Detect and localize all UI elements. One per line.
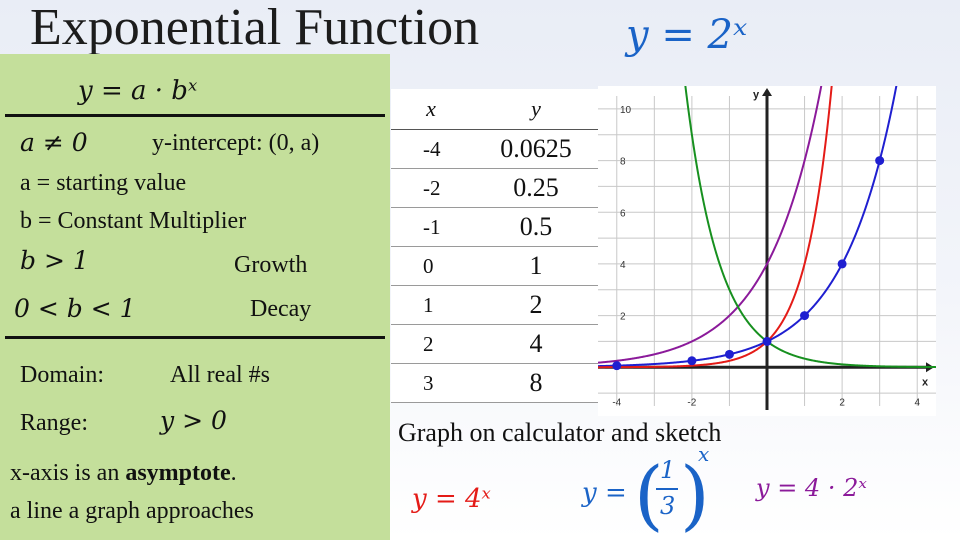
- calculator-note: Graph on calculator and sketch: [398, 418, 722, 447]
- x-axis-label: x: [922, 376, 929, 388]
- equation-four-times-two-x: y = 4 · 2ˣ: [756, 474, 867, 502]
- asymptote-post: .: [230, 460, 237, 486]
- data-point: [800, 311, 810, 321]
- table-cell-y: 8: [471, 363, 602, 403]
- data-point: [762, 336, 772, 346]
- asymptote-bold: asymptote: [125, 460, 231, 486]
- table-row: -2 0.25: [391, 168, 602, 208]
- fraction-numerator: 1: [660, 456, 676, 484]
- domain-label: Domain:: [20, 362, 104, 388]
- growth-label: Growth: [234, 252, 308, 278]
- table-cell-y: 0.5: [471, 207, 602, 247]
- table-cell-y: 1: [471, 246, 602, 286]
- y-tick-label: 2: [620, 312, 626, 323]
- decay-label: Decay: [250, 296, 312, 322]
- definition-box: y = a · bˣ a ≠ 0 y-intercept: (0, a) a =…: [0, 54, 390, 540]
- a-definition: a = starting value: [20, 170, 187, 196]
- y-tick-label: 10: [620, 105, 632, 116]
- fraction-denominator: 3: [660, 492, 676, 520]
- table-cell-x: 1: [391, 285, 471, 325]
- series-line: [598, 86, 823, 364]
- main-equation: y = 2ˣ: [626, 12, 748, 58]
- y-tick-label: 6: [620, 208, 626, 219]
- third-prefix: y =: [582, 478, 627, 508]
- asymptote-definition: a line a graph approaches: [10, 498, 254, 524]
- table-header-y: y: [471, 89, 602, 130]
- data-point: [612, 361, 622, 371]
- table-cell-x: 2: [391, 324, 471, 364]
- y-tick-label: 8: [620, 157, 626, 168]
- table-cell-y: 2: [471, 285, 602, 325]
- decay-condition: 0 < b < 1: [14, 294, 136, 323]
- a-condition: a ≠ 0: [20, 128, 88, 157]
- data-point: [687, 356, 697, 366]
- table-cell-x: -4: [391, 129, 471, 169]
- exponent: x: [698, 442, 710, 466]
- x-tick-label: -2: [687, 397, 696, 408]
- table-cell-x: 0: [391, 246, 471, 286]
- x-tick-label: 4: [914, 397, 920, 408]
- data-point: [724, 349, 734, 359]
- series-line: [598, 86, 833, 369]
- table-header-x: x: [391, 89, 471, 130]
- table-cell-x: -1: [391, 207, 471, 247]
- exponential-graph: -4 -2 2 4 2 4 6 8 10 x y: [598, 86, 936, 416]
- general-form: y = a · bˣ: [78, 76, 198, 106]
- table-cell-y: 0.25: [471, 168, 602, 208]
- x-tick-label: 2: [839, 397, 845, 408]
- domain-value: All real #s: [170, 362, 270, 388]
- table-row: -4 0.0625: [391, 129, 602, 169]
- growth-condition: b > 1: [20, 246, 89, 275]
- series-line: [598, 86, 898, 368]
- table-cell-x: 3: [391, 363, 471, 403]
- x-tick-label: -4: [612, 397, 621, 408]
- y-intercept: y-intercept: (0, a): [152, 130, 320, 156]
- divider-top: [5, 114, 385, 117]
- data-point: [837, 259, 847, 269]
- left-paren: (: [634, 450, 664, 539]
- table-cell-x: -2: [391, 168, 471, 208]
- right-paren: ): [680, 450, 710, 539]
- y-axis-arrow: [762, 88, 772, 96]
- series-line: [684, 86, 936, 369]
- y-tick-label: 4: [620, 260, 626, 271]
- page-title: Exponential Function: [30, 0, 480, 56]
- range-label: Range:: [20, 410, 88, 436]
- range-value: y > 0: [160, 406, 227, 435]
- table-cell-y: 4: [471, 324, 602, 364]
- asymptote-pre: x-axis is an: [10, 460, 126, 486]
- b-definition: b = Constant Multiplier: [20, 208, 247, 234]
- fraction-bar: [656, 488, 678, 490]
- equation-one-third-x: y = ( 1 3 ) x: [582, 442, 710, 539]
- data-point: [875, 156, 885, 166]
- table-cell-y: 0.0625: [471, 129, 602, 169]
- divider-bottom: [5, 336, 385, 339]
- asymptote-note: x-axis is an asymptote.: [10, 460, 237, 487]
- equation-four-x: y = 4ˣ: [412, 484, 491, 514]
- table-row: -1 0.5: [391, 207, 602, 247]
- y-axis-label: y: [753, 89, 760, 101]
